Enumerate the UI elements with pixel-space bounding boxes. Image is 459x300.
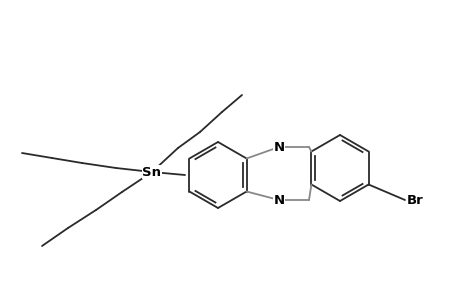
- Text: Br: Br: [406, 194, 423, 206]
- Text: Sn: Sn: [142, 166, 161, 178]
- Text: N: N: [273, 194, 284, 206]
- Text: N: N: [273, 140, 284, 154]
